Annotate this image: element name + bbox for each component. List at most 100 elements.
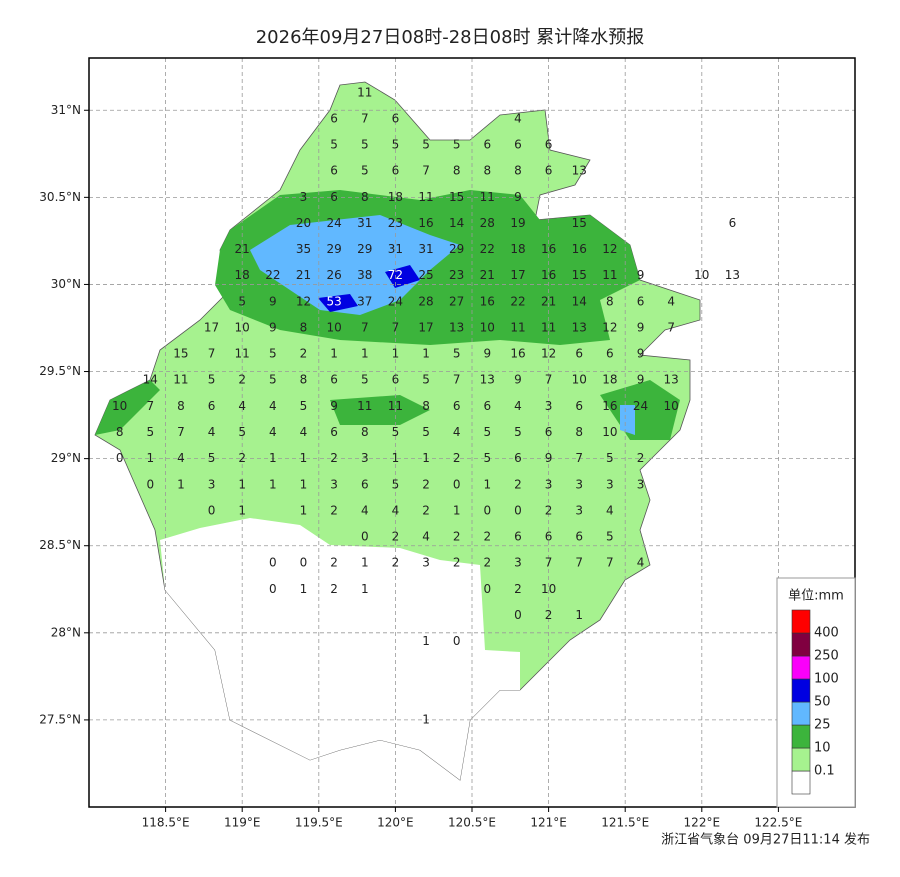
station-value: 31 — [388, 242, 403, 256]
station-value: 3 — [361, 451, 369, 465]
station-value: 1 — [269, 451, 277, 465]
station-value: 12 — [602, 242, 617, 256]
station-value: 9 — [514, 190, 522, 204]
station-value: 29 — [326, 242, 341, 256]
station-value: 3 — [545, 399, 553, 413]
station-value: 13 — [664, 373, 679, 387]
station-value: 23 — [449, 268, 464, 282]
x-tick-label: 122°E — [684, 816, 721, 830]
station-value: 8 — [514, 164, 522, 178]
station-value: 5 — [483, 451, 491, 465]
station-value: 7 — [146, 399, 154, 413]
station-value: 11 — [541, 320, 556, 334]
station-value: 28 — [480, 216, 495, 230]
station-value: 5 — [392, 425, 400, 439]
station-value: 9 — [637, 373, 645, 387]
station-value: 1 — [392, 347, 400, 361]
station-value: 7 — [361, 111, 369, 125]
station-value: 4 — [361, 503, 369, 517]
station-value: 23 — [388, 216, 403, 230]
station-value: 6 — [575, 530, 583, 544]
station-value: 9 — [330, 399, 338, 413]
station-value: 3 — [514, 556, 522, 570]
station-value: 22 — [265, 268, 280, 282]
x-tick-label: 121.5°E — [601, 816, 649, 830]
y-tick-label: 30.5°N — [39, 190, 81, 204]
station-value: 5 — [238, 294, 246, 308]
station-value: 16 — [572, 242, 587, 256]
station-value: 5 — [606, 530, 614, 544]
station-value: 21 — [541, 294, 556, 308]
station-value: 6 — [392, 164, 400, 178]
station-value: 4 — [300, 425, 308, 439]
station-value: 14 — [572, 294, 587, 308]
station-value: 18 — [388, 190, 403, 204]
station-value: 5 — [269, 347, 277, 361]
station-value: 7 — [545, 556, 553, 570]
station-value: 3 — [575, 477, 583, 491]
station-value: 2 — [330, 582, 338, 596]
station-value: 25 — [418, 268, 433, 282]
station-value: 6 — [575, 399, 583, 413]
footer: 浙江省气象台 09月27日11:14 发布 — [661, 832, 870, 848]
station-value: 1 — [330, 347, 338, 361]
station-value: 6 — [545, 138, 553, 152]
station-value: 1 — [146, 451, 154, 465]
station-value: 27 — [449, 294, 464, 308]
station-value: 4 — [392, 503, 400, 517]
station-value: 5 — [392, 138, 400, 152]
station-value: 72 — [388, 268, 403, 282]
x-tick-label: 122.5°E — [754, 816, 802, 830]
station-value: 0 — [208, 503, 216, 517]
station-value: 6 — [514, 530, 522, 544]
legend-label: 10 — [814, 741, 831, 756]
station-value: 0 — [269, 582, 277, 596]
station-value: 8 — [361, 425, 369, 439]
station-value: 1 — [483, 477, 491, 491]
station-value: 10 — [541, 582, 556, 596]
station-value: 13 — [480, 373, 495, 387]
station-value: 15 — [173, 347, 188, 361]
station-value: 11 — [480, 190, 495, 204]
legend-box — [776, 577, 856, 808]
station-value: 2 — [545, 503, 553, 517]
station-value: 17 — [418, 320, 433, 334]
station-value: 4 — [269, 399, 277, 413]
y-tick-label: 29°N — [51, 451, 81, 465]
station-value: 1 — [269, 477, 277, 491]
station-value: 3 — [545, 477, 553, 491]
station-value: 29 — [449, 242, 464, 256]
station-value: 16 — [541, 242, 556, 256]
station-value: 6 — [729, 216, 737, 230]
station-value: 0 — [269, 556, 277, 570]
station-value: 6 — [606, 347, 614, 361]
x-tick-label: 121°E — [530, 816, 567, 830]
rain-50-area — [385, 265, 420, 288]
station-value: 28 — [418, 294, 433, 308]
station-value: 4 — [422, 530, 430, 544]
station-value: 11 — [510, 320, 525, 334]
station-value: 31 — [418, 242, 433, 256]
station-value: 3 — [575, 503, 583, 517]
station-value: 16 — [480, 294, 495, 308]
station-value: 18 — [235, 268, 250, 282]
y-tick-label: 28°N — [51, 625, 81, 639]
station-value: 4 — [177, 451, 185, 465]
station-value: 10 — [480, 320, 495, 334]
station-value: 1 — [575, 608, 583, 622]
station-value: 1 — [392, 451, 400, 465]
station-value: 6 — [453, 399, 461, 413]
station-value: 4 — [606, 503, 614, 517]
station-value: 1 — [453, 503, 461, 517]
station-value: 6 — [361, 477, 369, 491]
station-value: 9 — [269, 320, 277, 334]
station-value: 14 — [449, 216, 464, 230]
station-value: 17 — [204, 320, 219, 334]
station-value: 6 — [545, 164, 553, 178]
y-tick-label: 31°N — [51, 103, 81, 117]
station-value: 11 — [235, 347, 250, 361]
station-value: 9 — [637, 347, 645, 361]
station-value: 6 — [483, 138, 491, 152]
station-value: 2 — [514, 582, 522, 596]
